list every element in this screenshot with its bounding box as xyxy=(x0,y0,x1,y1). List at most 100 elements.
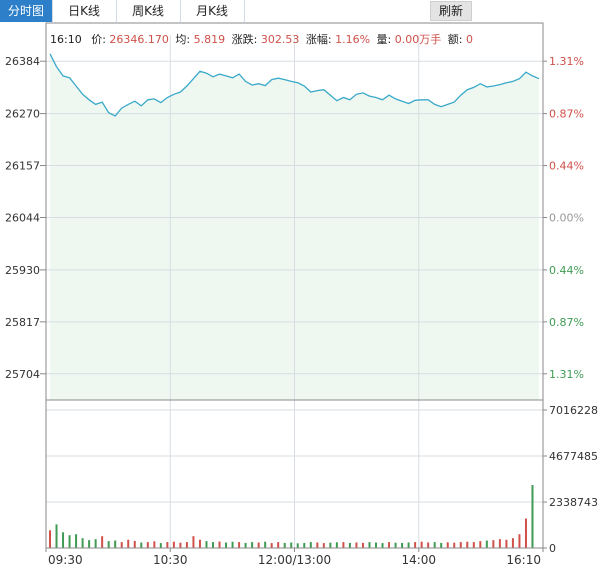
info-time: 16:10 xyxy=(50,33,82,46)
volume-bar xyxy=(140,542,143,548)
volume-bar xyxy=(459,542,462,548)
volume-bar xyxy=(146,542,149,548)
volume-bar xyxy=(472,542,475,548)
chart-tabs: 分时图 日K线 周K线 月K线 刷新 xyxy=(0,0,600,23)
info-price-label: 价: xyxy=(91,33,106,46)
price-line xyxy=(49,53,540,117)
price-tick-label: 25930 xyxy=(5,264,40,277)
volume-bar xyxy=(133,540,136,548)
volume-bar xyxy=(75,534,78,548)
volume-bar xyxy=(309,542,312,548)
pct-tick-label: 0.44% xyxy=(549,160,584,173)
volume-bar xyxy=(531,485,534,548)
volume-bar xyxy=(238,542,241,548)
info-amount-label: 额: xyxy=(448,33,463,46)
volume-bar xyxy=(296,543,299,548)
tab-weekly-k[interactable]: 周K线 xyxy=(116,0,181,22)
volume-bar xyxy=(153,541,156,548)
volume-bar xyxy=(368,542,371,548)
volume-bar xyxy=(277,542,280,548)
volume-bar xyxy=(420,541,423,548)
volume-bar xyxy=(62,532,65,548)
volume-bar xyxy=(433,542,436,548)
volume-bar xyxy=(414,542,417,548)
info-bar: 16:10 价: 26346.170 均: 5.819 涨跌: 302.53 涨… xyxy=(50,32,473,46)
volume-bar xyxy=(205,541,208,548)
tab-monthly-k[interactable]: 月K线 xyxy=(180,0,245,22)
pct-tick-label: 1.31% xyxy=(549,55,584,68)
volume-bar xyxy=(251,542,254,548)
volume-bar xyxy=(498,539,501,548)
volume-bar xyxy=(244,542,247,548)
time-tick-label: 14:00 xyxy=(401,553,436,567)
tab-daily-k[interactable]: 日K线 xyxy=(52,0,117,22)
volume-bar xyxy=(401,542,404,548)
price-tick-label: 26270 xyxy=(5,108,40,121)
percent-axis: 1.31% 0.87% 0.44% 0.00% 0.44% 0.87% 1.31% xyxy=(543,55,584,381)
time-tick-label: 10:30 xyxy=(153,553,188,567)
volume-bar xyxy=(94,539,97,548)
info-price: 26346.170 xyxy=(109,33,169,46)
volume-bar xyxy=(453,542,456,548)
volume-bar xyxy=(114,540,117,548)
price-tick-label: 26157 xyxy=(5,160,40,173)
info-pct: 1.16% xyxy=(335,33,370,46)
price-tick-label: 25704 xyxy=(5,368,40,381)
info-change: 302.53 xyxy=(261,33,300,46)
volume-bar xyxy=(518,534,521,548)
volume-bar xyxy=(49,530,51,548)
volume-bar xyxy=(407,542,410,548)
volume-bar xyxy=(511,538,514,548)
volume-bar xyxy=(355,542,358,548)
volume-tick-label: 2338743 xyxy=(549,496,598,509)
volume-bar xyxy=(375,542,377,548)
volume-bar xyxy=(88,540,91,548)
volume-bar xyxy=(257,542,260,548)
volume-tick-label: 0 xyxy=(549,542,556,555)
volume-bar xyxy=(264,541,267,548)
volume-tick-label: 4677485 xyxy=(549,450,598,463)
volume-bars xyxy=(49,485,534,548)
volume-bar xyxy=(225,542,228,548)
price-axis: 26384 26270 26157 26044 25930 25817 25704 xyxy=(5,55,46,381)
volume-bar xyxy=(348,542,351,548)
pct-tick-label: 0.87% xyxy=(549,316,584,329)
volume-bar xyxy=(101,536,104,548)
volume-bar xyxy=(159,543,162,548)
volume-bar xyxy=(192,536,195,548)
info-vol-label: 量: xyxy=(377,33,392,46)
pct-tick-label: 0.44% xyxy=(549,264,584,277)
volume-bar xyxy=(172,541,175,548)
pct-tick-label: 0.87% xyxy=(549,108,584,121)
pct-tick-label: 1.31% xyxy=(549,368,584,381)
volume-bar xyxy=(107,541,110,548)
volume-bar xyxy=(290,542,293,548)
volume-bar xyxy=(283,542,286,548)
volume-bar xyxy=(179,542,182,548)
volume-bar xyxy=(361,542,364,548)
info-change-label: 涨跌: xyxy=(232,32,258,46)
volume-bar xyxy=(335,542,338,548)
volume-bar xyxy=(127,539,130,548)
volume-bar xyxy=(381,543,384,548)
time-tick-label: 16:10 xyxy=(506,553,541,567)
price-tick-label: 25817 xyxy=(5,316,40,329)
time-tick-label: 12:00/13:00 xyxy=(258,553,331,567)
volume-bar xyxy=(270,543,273,548)
info-avg: 5.819 xyxy=(194,33,226,46)
refresh-button[interactable]: 刷新 xyxy=(430,1,472,21)
grid-lines xyxy=(46,35,543,548)
volume-bar xyxy=(388,542,391,548)
volume-bar xyxy=(81,538,84,548)
volume-bar xyxy=(166,542,169,548)
volume-bar xyxy=(479,541,482,548)
volume-bar xyxy=(524,518,527,548)
info-pct-label: 涨幅: xyxy=(306,33,332,46)
volume-bar xyxy=(342,542,345,548)
volume-bar xyxy=(198,539,201,548)
price-tick-label: 26384 xyxy=(5,55,40,68)
tab-intraday[interactable]: 分时图 xyxy=(0,0,53,22)
info-vol: 0.00万手 xyxy=(395,32,442,46)
volume-axis: 7016228 4677485 2338743 0 xyxy=(543,404,598,555)
